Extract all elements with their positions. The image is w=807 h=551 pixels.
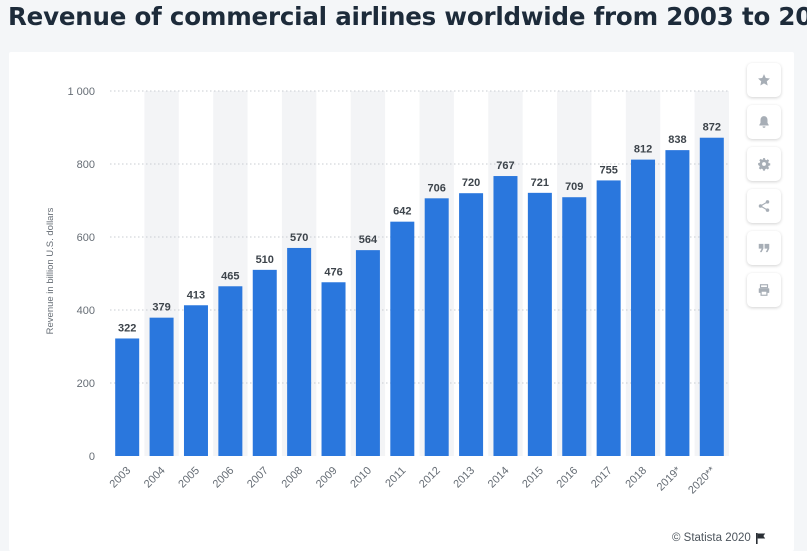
x-tick-label: 2003 (108, 465, 134, 491)
data-label: 721 (531, 177, 549, 189)
bar (287, 247, 312, 456)
credit: © Statista 2020 (672, 532, 766, 544)
data-label: 720 (462, 177, 480, 189)
cite-button[interactable] (747, 231, 781, 265)
y-tick-label: 200 (77, 378, 95, 390)
share-button[interactable] (747, 189, 781, 223)
data-label: 706 (428, 182, 446, 194)
bar (493, 176, 518, 457)
x-tick-label: 2013 (451, 465, 477, 491)
x-tick-label: 2011 (383, 465, 408, 490)
y-tick-label: 1 000 (67, 86, 95, 98)
page-title: Revenue of commercial airlines worldwide… (8, 2, 807, 31)
share-icon (758, 200, 770, 212)
data-label: 642 (393, 206, 411, 218)
bar (355, 250, 380, 456)
print-button[interactable] (747, 273, 781, 307)
x-tick-label: 2018 (623, 465, 649, 491)
bar (562, 197, 587, 456)
data-label: 510 (256, 254, 274, 266)
y-tick-label: 600 (77, 232, 95, 244)
bar (631, 159, 656, 456)
data-label: 755 (599, 164, 617, 176)
x-tick-label: 2015 (520, 465, 546, 491)
flag-icon[interactable] (755, 532, 766, 544)
data-label: 838 (668, 134, 686, 146)
data-label: 812 (634, 144, 652, 156)
x-tick-label: 2008 (279, 465, 305, 491)
notification-button[interactable] (747, 105, 781, 139)
bar (149, 317, 174, 456)
favorite-button[interactable] (747, 63, 781, 97)
credit-text: © Statista 2020 (672, 532, 751, 544)
settings-button[interactable] (747, 147, 781, 181)
data-label: 709 (565, 181, 583, 193)
y-tick-label: 400 (77, 305, 95, 317)
bar (424, 198, 449, 456)
x-tick-label: 2012 (417, 465, 443, 491)
x-tick-label: 2010 (348, 465, 374, 491)
bar (115, 338, 140, 456)
y-tick-label: 0 (89, 451, 95, 463)
bar (321, 282, 346, 456)
bar (459, 193, 484, 456)
bar (218, 286, 243, 456)
bell-icon (759, 116, 769, 128)
x-tick-label: 2017 (589, 465, 615, 491)
bar (527, 192, 552, 456)
bar (596, 180, 621, 457)
data-label: 322 (118, 322, 136, 334)
data-label: 564 (359, 234, 378, 246)
x-tick-label: 2007 (245, 465, 271, 491)
data-label: 767 (496, 160, 514, 172)
bar (699, 137, 724, 456)
y-tick-label: 800 (77, 159, 95, 171)
x-tick-label: 2005 (176, 465, 202, 491)
x-tick-label: 2009 (314, 465, 340, 491)
data-label: 413 (187, 289, 205, 301)
data-label: 570 (290, 232, 308, 244)
y-axis-title: Revenue in billion U.S. dollars (45, 207, 56, 334)
data-label: 465 (221, 270, 239, 282)
x-tick-label: 2016 (555, 465, 581, 491)
bar (252, 269, 277, 456)
gear-icon (758, 158, 771, 171)
x-tick-label: 2004 (142, 465, 168, 491)
x-tick-label: 2019* (655, 464, 684, 493)
bar (665, 150, 690, 456)
quote-icon (758, 243, 770, 253)
print-icon (758, 284, 770, 296)
data-label: 379 (152, 302, 170, 314)
star-icon (758, 74, 770, 86)
bar (390, 221, 415, 456)
x-tick-label: 2020** (686, 464, 718, 496)
bar (183, 305, 208, 456)
x-tick-label: 2014 (486, 465, 512, 491)
side-toolbar (747, 63, 781, 307)
data-label: 476 (324, 266, 342, 278)
data-label: 872 (703, 122, 721, 134)
x-tick-label: 2006 (211, 465, 237, 491)
